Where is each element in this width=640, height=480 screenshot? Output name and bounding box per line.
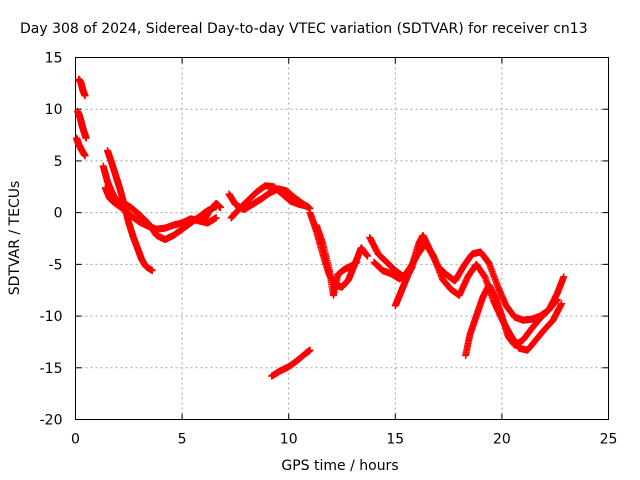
x-tick-label: 0 (71, 432, 80, 448)
tick-labels: 0 5 10 15 20 25 -20 -15 -10 -5 0 5 10 15 (40, 51, 618, 448)
y-tick-label: 5 (54, 154, 63, 170)
series-s6 (103, 147, 156, 275)
series-s11 (312, 221, 361, 299)
series-s13 (366, 231, 568, 324)
series-s16 (462, 281, 561, 359)
data-point (212, 214, 220, 222)
series-s3 (73, 134, 89, 160)
data-point (560, 273, 568, 281)
data-points (73, 75, 568, 380)
data-point (82, 134, 90, 142)
series-s15 (391, 262, 416, 310)
axis-ticks (75, 57, 609, 420)
y-tick-label: -5 (49, 257, 63, 273)
y-tick-label: 0 (54, 206, 63, 222)
data-point (81, 92, 89, 100)
x-tick-label: 5 (178, 432, 187, 448)
series-s9 (227, 182, 312, 222)
x-tick-label: 25 (600, 432, 618, 448)
data-point (148, 267, 156, 275)
y-tick-label: -15 (40, 361, 63, 377)
data-point (353, 258, 361, 266)
data-point (553, 296, 561, 304)
y-tick-label: 15 (45, 51, 63, 67)
series-s7 (199, 199, 224, 225)
data-point (304, 202, 312, 210)
x-tick-label: 20 (493, 432, 511, 448)
grid-lines (75, 57, 609, 420)
series-s1 (75, 75, 89, 100)
x-axis-label: GPS time / hours (281, 458, 398, 474)
chart-title: Day 308 of 2024, Sidereal Day-to-day VTE… (20, 21, 588, 37)
y-tick-label: -10 (40, 309, 63, 325)
data-point (81, 152, 89, 160)
plot-frame (75, 57, 609, 420)
x-tick-label: 10 (280, 432, 298, 448)
y-axis-label: SDTVAR / TECUs (7, 181, 23, 296)
x-tick-label: 15 (386, 432, 404, 448)
data-point (558, 300, 566, 308)
y-tick-label: 10 (45, 102, 63, 118)
data-point (364, 252, 372, 260)
series-s2 (74, 107, 90, 142)
data-point (408, 262, 416, 270)
data-point (306, 346, 314, 354)
series-s12 (268, 346, 314, 380)
series-s10 (306, 209, 372, 291)
y-tick-label: -20 (40, 413, 63, 429)
data-point (216, 203, 224, 211)
